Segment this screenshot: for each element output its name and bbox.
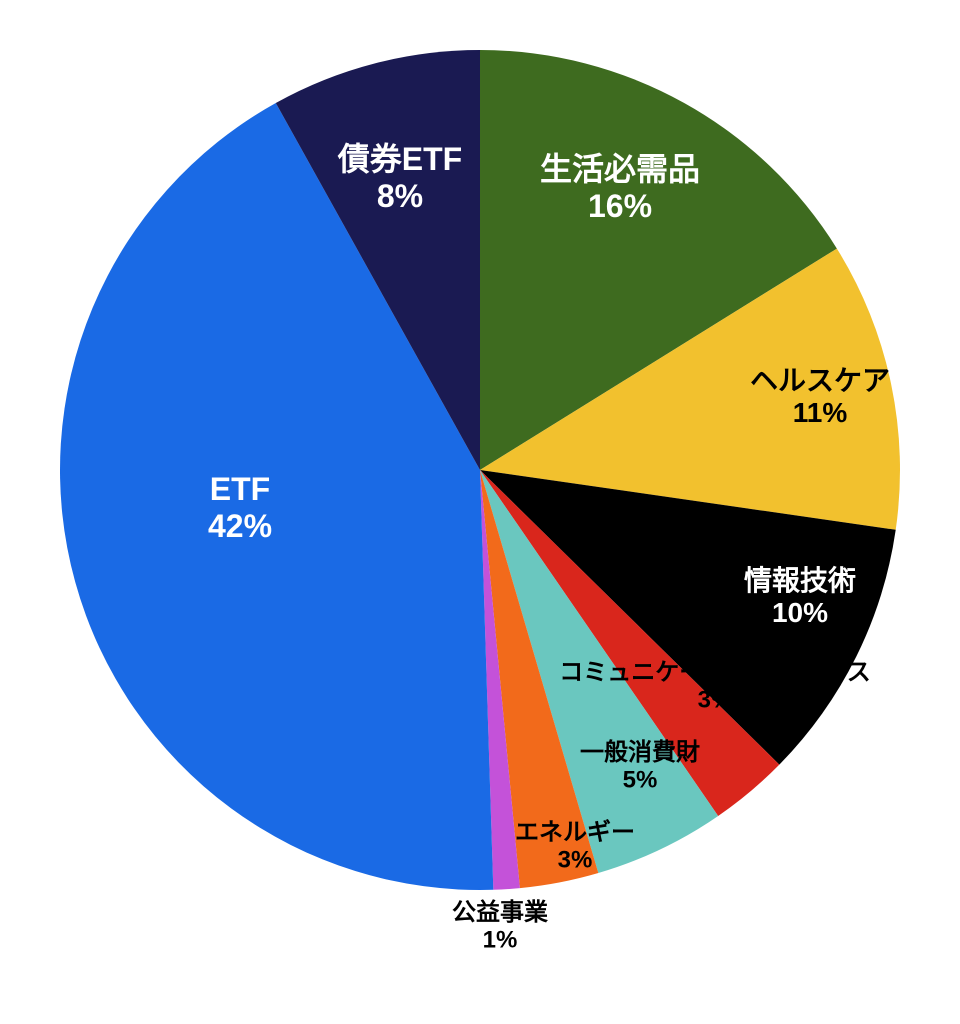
pie-label-name-consumer_staples: 生活必需品 (540, 151, 700, 187)
pie-label-name-comm_services: コミュニケーションサービス (559, 659, 871, 686)
pie-label-name-consumer_disc: 一般消費財 (580, 738, 700, 766)
pie-label-pct-bond_etf: 8% (377, 178, 423, 214)
pie-label-etf: ETF42% (208, 471, 272, 544)
pie-label-name-utilities: 公益事業 (452, 898, 548, 926)
pie-label-pct-consumer_staples: 16% (588, 188, 652, 224)
pie-label-name-healthcare: ヘルスケア (750, 365, 890, 396)
pie-label-pct-consumer_disc: 5% (623, 767, 658, 794)
pie-label-pct-comm_services: 3% (698, 687, 733, 714)
pie-label-pct-info_tech: 10% (772, 597, 828, 628)
pie-label-pct-utilities: 1% (483, 927, 518, 954)
pie-label-utilities: 公益事業1% (452, 898, 548, 954)
pie-label-pct-energy: 3% (558, 847, 593, 874)
pie-chart-container: 生活必需品16%ヘルスケア11%情報技術10%コミュニケーションサービス3%一般… (0, 0, 960, 1024)
pie-label-name-info_tech: 情報技術 (744, 565, 856, 596)
pie-chart-svg: 生活必需品16%ヘルスケア11%情報技術10%コミュニケーションサービス3%一般… (0, 0, 960, 1024)
pie-label-name-etf: ETF (210, 471, 270, 507)
pie-label-pct-healthcare: 11% (793, 397, 848, 428)
pie-label-name-energy: エネルギー (515, 819, 635, 846)
pie-label-pct-etf: 42% (208, 508, 272, 544)
pie-label-name-bond_etf: 債券ETF (337, 141, 462, 177)
